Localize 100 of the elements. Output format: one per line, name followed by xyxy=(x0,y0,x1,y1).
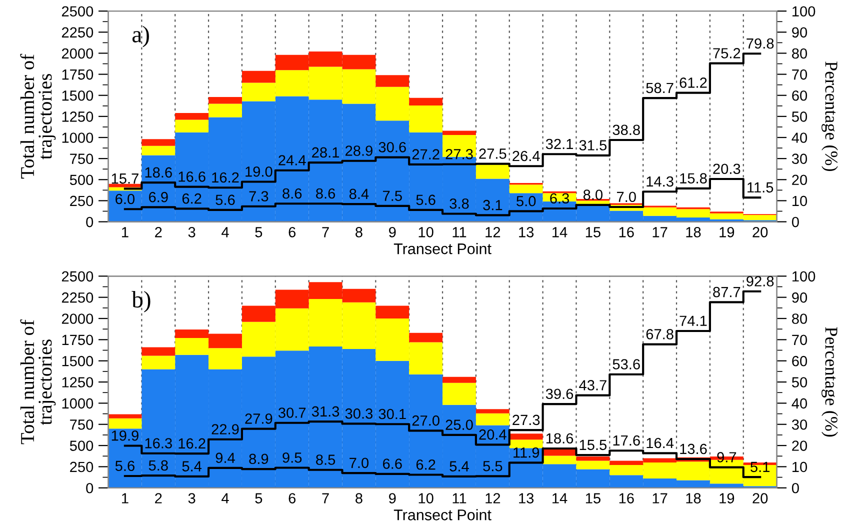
x-tick-label: 13 xyxy=(519,227,534,238)
data-label: 7.3 xyxy=(249,191,268,202)
x-tick-label: 19 xyxy=(720,493,734,504)
data-label: 5.6 xyxy=(416,194,436,205)
x-tick-label: 8 xyxy=(356,227,362,238)
y-tick-label: 2500 xyxy=(62,6,94,17)
data-label: 74.1 xyxy=(680,316,707,326)
y2-tick-label: 0 xyxy=(792,216,799,228)
data-label: 26.4 xyxy=(512,150,540,162)
y2-tick-label: 70 xyxy=(792,69,808,80)
x-tick-label: 2 xyxy=(155,493,162,504)
data-label: 16.4 xyxy=(646,438,674,448)
y2-tick-label: 50 xyxy=(792,112,808,122)
y-tick-label: 1750 xyxy=(62,69,94,80)
data-label: 13.6 xyxy=(680,444,707,454)
y2-tick-label: 10 xyxy=(792,462,808,472)
y2-tick-label: 90 xyxy=(792,292,808,303)
data-label: 5.6 xyxy=(216,194,235,205)
data-label: 61.2 xyxy=(680,78,707,88)
x-tick-label: 4 xyxy=(222,493,229,504)
data-label: 53.6 xyxy=(612,359,640,370)
data-label: 8.5 xyxy=(316,454,336,465)
y-tick-label: 1250 xyxy=(62,112,94,122)
y-tick-label: 500 xyxy=(70,440,94,451)
data-label: 30.3 xyxy=(345,408,373,419)
data-label: 27.9 xyxy=(245,414,272,424)
x-tick-label: 4 xyxy=(222,227,229,238)
x-tick-label: 16 xyxy=(619,493,634,504)
text: b) xyxy=(132,290,150,312)
y2-tick-label: 40 xyxy=(792,132,808,143)
data-label: 11.9 xyxy=(514,447,540,458)
data-label: 17.6 xyxy=(613,435,640,446)
data-label: 27.3 xyxy=(446,148,473,160)
x-tick-label: 20 xyxy=(752,493,768,504)
x-tick-label: 13 xyxy=(519,493,534,504)
data-label: 30.6 xyxy=(378,142,406,152)
data-label: 18.6 xyxy=(546,433,574,444)
data-label: 15.8 xyxy=(680,173,707,184)
x-tick-label: 3 xyxy=(188,493,196,504)
data-label: 28.1 xyxy=(312,147,340,158)
y2-tick-label: 30 xyxy=(792,154,808,164)
data-label: 6.2 xyxy=(182,193,202,204)
data-label: 27.5 xyxy=(479,148,506,159)
data-label: 31.5 xyxy=(579,140,607,150)
y2-tick-label: 40 xyxy=(792,398,808,409)
y2-axis-title: Percentage (%) xyxy=(822,62,838,172)
x-tick-label: 16 xyxy=(619,227,634,238)
y2-tick-label: 100 xyxy=(792,271,816,282)
text: a) xyxy=(132,26,149,48)
y-tick-label: 1250 xyxy=(62,377,94,388)
data-label: 6.9 xyxy=(148,192,168,202)
x-tick-label: 9 xyxy=(389,227,396,238)
x-tick-label: 1 xyxy=(122,227,128,238)
y-tick-label: 1500 xyxy=(62,356,94,366)
x-tick-label: 10 xyxy=(418,227,434,238)
data-label: 8.9 xyxy=(249,454,268,464)
y2-tick-label: 100 xyxy=(792,6,816,17)
y-tick-label: 1000 xyxy=(62,132,94,143)
data-label: 5.4 xyxy=(182,461,202,472)
y-tick-label: 1750 xyxy=(62,334,94,346)
data-label: 14.3 xyxy=(646,176,674,187)
y-tick-label: 0 xyxy=(86,482,94,494)
data-label: 79.8 xyxy=(746,38,774,49)
x-tick-label: 15 xyxy=(586,493,600,504)
x-tick-label: 3 xyxy=(188,227,196,238)
x-tick-label: 18 xyxy=(686,227,701,238)
y-tick-label: 2000 xyxy=(62,48,94,59)
data-label: 6.2 xyxy=(416,459,436,470)
y2-tick-label: 50 xyxy=(792,377,808,388)
y2-tick-label: 20 xyxy=(792,174,808,186)
x-tick-label: 17 xyxy=(652,227,668,238)
x-tick-label: 5 xyxy=(255,227,262,238)
data-label: 6.3 xyxy=(550,193,570,204)
x-tick-label: 14 xyxy=(552,227,568,238)
x-tick-label: 8 xyxy=(356,493,362,504)
data-label: 16.3 xyxy=(145,438,172,448)
x-tick-label: 11 xyxy=(452,493,466,504)
data-label: 11.5 xyxy=(748,182,774,193)
data-label: 3.1 xyxy=(483,200,502,210)
y-tick-label: 1000 xyxy=(62,398,94,409)
x-tick-label: 12 xyxy=(486,227,500,238)
data-label: 8.4 xyxy=(349,188,369,200)
data-label: 8.0 xyxy=(583,190,603,200)
x-tick-label: 19 xyxy=(720,227,734,238)
x-tick-label: 17 xyxy=(652,493,668,504)
data-label: 28.9 xyxy=(346,146,372,156)
data-label: 8.6 xyxy=(282,188,302,199)
data-label: 27.3 xyxy=(512,414,540,426)
data-label: 58.7 xyxy=(646,82,674,94)
y2-tick-label: 80 xyxy=(792,48,808,59)
x-tick-label: 7 xyxy=(322,493,329,504)
data-label: 19.9 xyxy=(112,430,138,441)
data-label: 20.4 xyxy=(479,429,506,440)
x-tick-label: 14 xyxy=(552,493,568,504)
data-label: 15.5 xyxy=(580,440,607,450)
x-tick-label: 5 xyxy=(255,493,262,504)
data-label: 9.5 xyxy=(282,452,302,463)
data-label: 8.6 xyxy=(316,188,336,199)
data-label: 39.6 xyxy=(546,388,574,400)
y-tick-label: 750 xyxy=(70,154,94,164)
